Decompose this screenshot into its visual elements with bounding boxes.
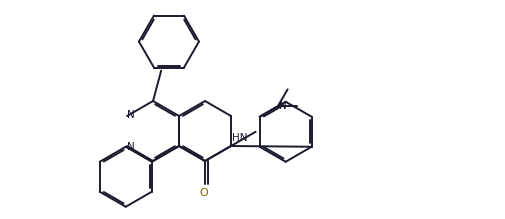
Text: HN: HN [231, 133, 247, 143]
Text: O: O [199, 189, 208, 198]
Text: N: N [278, 101, 286, 111]
Text: N: N [127, 142, 135, 152]
Text: N: N [127, 110, 135, 120]
